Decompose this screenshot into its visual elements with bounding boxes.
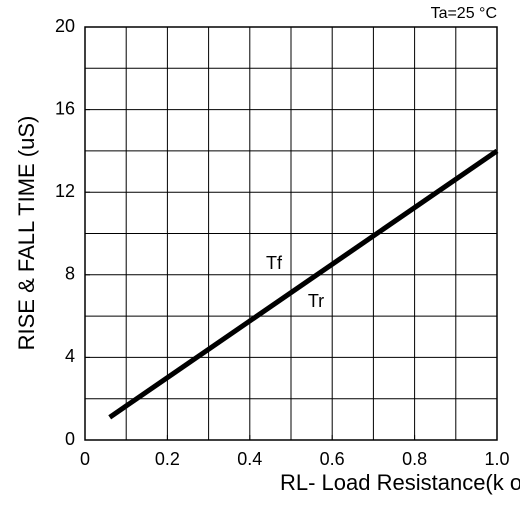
- annotation: Tf: [266, 253, 283, 273]
- data-line: [108, 148, 499, 420]
- y-tick-label: 4: [65, 346, 75, 366]
- y-tick-label: 12: [55, 181, 75, 201]
- annotation: Ta=25 °C: [431, 5, 497, 22]
- annotation: Tr: [308, 291, 324, 311]
- x-tick-label: 0: [80, 449, 90, 469]
- y-axis-label: RISE & FALL TIME (uS): [14, 116, 39, 351]
- y-tick-label: 16: [55, 98, 75, 118]
- x-tick-label: 1.0: [484, 449, 509, 469]
- y-tick-label: 20: [55, 16, 75, 36]
- x-tick-label: 0.6: [320, 449, 345, 469]
- y-tick-label: 8: [65, 264, 75, 284]
- y-tick-label: 0: [65, 429, 75, 449]
- x-tick-label: 0.2: [155, 449, 180, 469]
- x-axis-label: RL- Load Resistance(k ohm): [280, 470, 520, 495]
- x-tick-label: 0.8: [402, 449, 427, 469]
- x-tick-label: 0.4: [237, 449, 262, 469]
- plot-frame: [84, 26, 498, 441]
